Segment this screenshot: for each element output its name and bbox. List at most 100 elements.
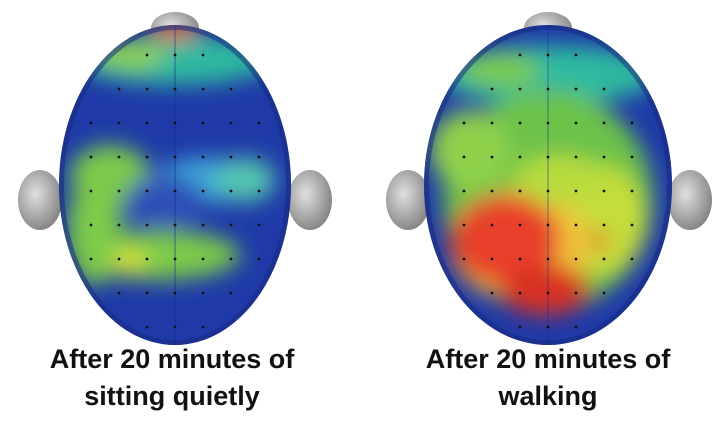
electrode-dot xyxy=(117,87,121,91)
electrode-dot xyxy=(546,325,550,329)
electrode-dot xyxy=(574,87,578,91)
electrode-dot xyxy=(117,189,121,193)
electrode-dot xyxy=(462,121,466,125)
electrode-dot xyxy=(462,223,466,227)
electrode-dot xyxy=(201,291,205,295)
electrode-dot xyxy=(257,257,261,261)
electrode-dot xyxy=(518,257,522,261)
electrode-dot xyxy=(490,87,494,91)
electrode-dot xyxy=(89,223,93,227)
electrode-dot xyxy=(201,189,205,193)
electrode-dot xyxy=(574,121,578,125)
electrode-dot xyxy=(546,257,550,261)
electrode-dot xyxy=(574,291,578,295)
electrode-dot xyxy=(89,121,93,125)
electrode-dot xyxy=(602,121,606,125)
electrode-dot xyxy=(574,325,578,329)
electrode-dot xyxy=(630,121,634,125)
electrode-dot xyxy=(630,257,634,261)
electrode-dot xyxy=(630,223,634,227)
caption-line: After 20 minutes of xyxy=(426,344,672,374)
electrode-dot xyxy=(229,87,233,91)
electrode-dot xyxy=(173,121,177,125)
electrode-dot xyxy=(574,189,578,193)
electrode-dot xyxy=(257,189,261,193)
electrode-dot xyxy=(89,155,93,159)
electrode-dot xyxy=(518,189,522,193)
electrode-dot xyxy=(518,53,522,57)
electrode-dot xyxy=(462,155,466,159)
electrode-dot xyxy=(173,155,177,159)
head-left xyxy=(18,12,332,345)
caption-line: After 20 minutes of xyxy=(50,344,296,374)
electrode-dot xyxy=(201,121,205,125)
electrode-dot xyxy=(490,155,494,159)
electrode-dot xyxy=(229,155,233,159)
electrode-dot xyxy=(518,223,522,227)
electrode-dot xyxy=(145,87,149,91)
electrode-dot xyxy=(229,257,233,261)
electrode-dot xyxy=(173,87,177,91)
electrode-dot xyxy=(630,189,634,193)
electrode-dot xyxy=(145,53,149,57)
electrode-dot xyxy=(546,53,550,57)
electrode-dot xyxy=(201,325,205,329)
electrode-dot xyxy=(173,189,177,193)
electrode-dot xyxy=(546,155,550,159)
electrode-dot xyxy=(145,189,149,193)
electrode-dot xyxy=(574,257,578,261)
electrode-dot xyxy=(546,87,550,91)
electrode-dot xyxy=(173,257,177,261)
electrode-dot xyxy=(602,291,606,295)
electrode-dot xyxy=(117,291,121,295)
electrode-dot xyxy=(257,155,261,159)
electrode-dot xyxy=(117,121,121,125)
electrode-dot xyxy=(173,223,177,227)
electrode-dot xyxy=(518,325,522,329)
head-right xyxy=(386,12,712,345)
electrode-dot xyxy=(602,223,606,227)
electrode-dot xyxy=(145,121,149,125)
electrode-dot xyxy=(145,257,149,261)
electrode-dot xyxy=(145,291,149,295)
electrode-dot xyxy=(173,325,177,329)
electrode-dot xyxy=(201,155,205,159)
electrode-dot xyxy=(630,155,634,159)
electrode-dot xyxy=(201,223,205,227)
electrode-dot xyxy=(518,87,522,91)
electrode-dot xyxy=(229,121,233,125)
electrode-dot xyxy=(546,223,550,227)
electrode-dot xyxy=(117,223,121,227)
electrode-dot xyxy=(490,257,494,261)
electrode-dot xyxy=(117,155,121,159)
electrode-dot xyxy=(229,291,233,295)
electrode-dot xyxy=(602,155,606,159)
electrode-dot xyxy=(602,257,606,261)
electrode-dot xyxy=(117,257,121,261)
electrode-dot xyxy=(145,155,149,159)
electrode-dot xyxy=(173,53,177,57)
electrode-dot xyxy=(201,53,205,57)
caption-line: sitting quietly xyxy=(84,381,260,411)
electrode-dot xyxy=(229,189,233,193)
electrode-dot xyxy=(518,155,522,159)
electrode-dot xyxy=(518,121,522,125)
electrode-dot xyxy=(89,257,93,261)
electrode-dot xyxy=(229,223,233,227)
electrode-dot xyxy=(173,291,177,295)
electrode-dot xyxy=(89,189,93,193)
electrode-dot xyxy=(145,223,149,227)
electrode-dot xyxy=(462,189,466,193)
electrode-dot xyxy=(546,189,550,193)
electrode-dot xyxy=(490,291,494,295)
electrode-dot xyxy=(518,291,522,295)
electrode-dot xyxy=(574,155,578,159)
electrode-dot xyxy=(257,223,261,227)
electrode-dot xyxy=(257,121,261,125)
electrode-dot xyxy=(201,257,205,261)
electrode-dot xyxy=(546,121,550,125)
electrode-dot xyxy=(546,291,550,295)
electrode-dot xyxy=(201,87,205,91)
electrode-dot xyxy=(145,325,149,329)
